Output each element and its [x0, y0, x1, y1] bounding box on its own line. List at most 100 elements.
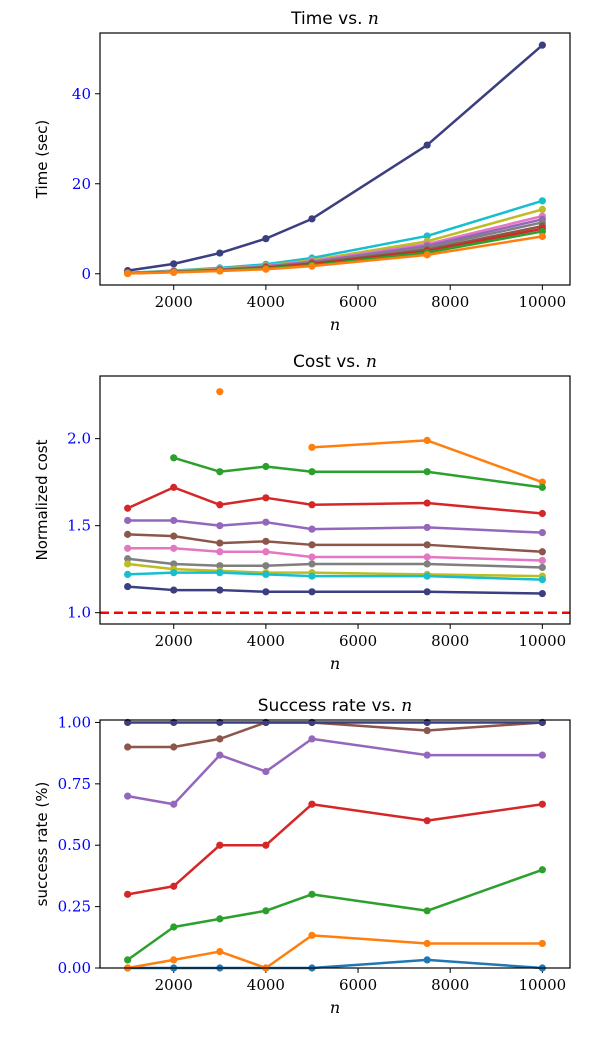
data-point: [538, 556, 546, 565]
data-point: [216, 751, 224, 759]
x-tick-label: 4000: [247, 976, 285, 994]
y-tick-label: 0.50: [58, 836, 91, 854]
data-point: [538, 866, 546, 874]
data-point: [216, 947, 224, 956]
data-point: [538, 529, 546, 537]
data-point: [308, 890, 316, 898]
series-10: [124, 582, 546, 598]
data-point: [423, 251, 431, 259]
x-tick-label: 2000: [155, 293, 193, 311]
series-line: [127, 737, 543, 806]
x-tick-label: 10000: [518, 293, 566, 311]
data-point: [262, 518, 270, 526]
series-9: [124, 569, 546, 584]
data-point: [423, 751, 431, 759]
data-point: [124, 792, 132, 800]
y-tick-label: 1.5: [67, 517, 91, 535]
x-tick-label: 8000: [431, 632, 469, 650]
data-point: [170, 544, 178, 552]
x-tick-label: 2000: [155, 976, 193, 994]
data-point: [262, 841, 270, 849]
data-point: [124, 890, 132, 898]
data-point: [423, 907, 431, 915]
x-axis-label: n: [330, 998, 340, 1017]
data-point: [262, 265, 270, 273]
data-point: [262, 548, 270, 556]
data-point: [423, 553, 431, 561]
data-point: [423, 541, 431, 549]
y-tick-label: 1.0: [67, 604, 91, 622]
series-7: [124, 718, 546, 727]
data-point: [170, 560, 178, 568]
chart-title-var: n: [366, 352, 377, 372]
chart-2: Cost vs. n 2000 4000 6000 8000 10000 1.0 1.5 2.0…: [33, 352, 571, 673]
chart-title: Success rate vs. n: [258, 696, 412, 716]
series-line: [126, 868, 543, 961]
data-point: [538, 800, 546, 808]
y-tick-label: 40: [72, 85, 91, 103]
y-tick-label: 0.00: [58, 959, 91, 977]
data-point: [262, 570, 270, 579]
series-line: [173, 456, 543, 489]
series-line: [127, 547, 543, 562]
y-tick-label: 0.25: [58, 898, 91, 916]
y-tick-label: 2.0: [67, 430, 91, 448]
series-4: [124, 212, 546, 277]
data-point: [262, 235, 270, 243]
x-tick-label: 4000: [247, 293, 285, 311]
data-point: [170, 882, 178, 890]
chart-title-var: n: [401, 696, 412, 716]
chart-title-text: Time vs.: [290, 9, 368, 29]
data-point: [124, 555, 132, 563]
data-point: [216, 267, 224, 275]
data-point: [308, 735, 316, 743]
data-point: [170, 483, 178, 491]
y-tick-label: 1.00: [58, 713, 91, 731]
data-point: [216, 468, 224, 476]
data-point: [124, 956, 132, 964]
data-point: [170, 586, 178, 594]
data-point: [170, 956, 178, 964]
data-point: [124, 544, 132, 552]
data-point: [216, 501, 224, 509]
y-tick-label: 0: [81, 265, 91, 283]
data-point: [216, 735, 224, 743]
plot-frame: [99, 719, 571, 969]
plot-frame: [99, 32, 571, 286]
series-line: [127, 958, 543, 970]
data-point: [262, 462, 270, 471]
plot-frame: [99, 375, 571, 625]
data-point: [538, 483, 546, 491]
series-6: [124, 544, 546, 565]
data-point: [262, 718, 270, 727]
data-point: [538, 41, 546, 49]
series-line: [127, 486, 543, 515]
data-point: [423, 141, 431, 149]
data-point: [308, 262, 316, 270]
data-point: [538, 563, 546, 572]
data-point: [423, 232, 431, 240]
data-point: [216, 562, 224, 570]
data-point: [538, 548, 546, 556]
y-axis-label: success rate (%): [33, 782, 51, 907]
y-axis-label: Normalized cost: [33, 439, 51, 560]
series-4: [124, 516, 546, 537]
data-point: [124, 570, 132, 579]
data-point: [216, 388, 224, 396]
data-point: [216, 249, 224, 257]
data-point: [170, 718, 178, 727]
y-tick-label: 0.75: [58, 775, 91, 793]
data-point: [538, 576, 546, 584]
data-point: [308, 718, 316, 727]
data-point: [308, 588, 316, 596]
x-tick-label: 4000: [247, 632, 285, 650]
data-point: [423, 436, 431, 444]
data-point: [308, 215, 316, 223]
data-point: [308, 541, 316, 549]
data-point: [423, 939, 431, 948]
chart-title-var: n: [368, 9, 379, 29]
data-point: [538, 232, 546, 240]
y-axis-label: Time (sec): [33, 120, 51, 199]
data-point: [262, 562, 270, 570]
